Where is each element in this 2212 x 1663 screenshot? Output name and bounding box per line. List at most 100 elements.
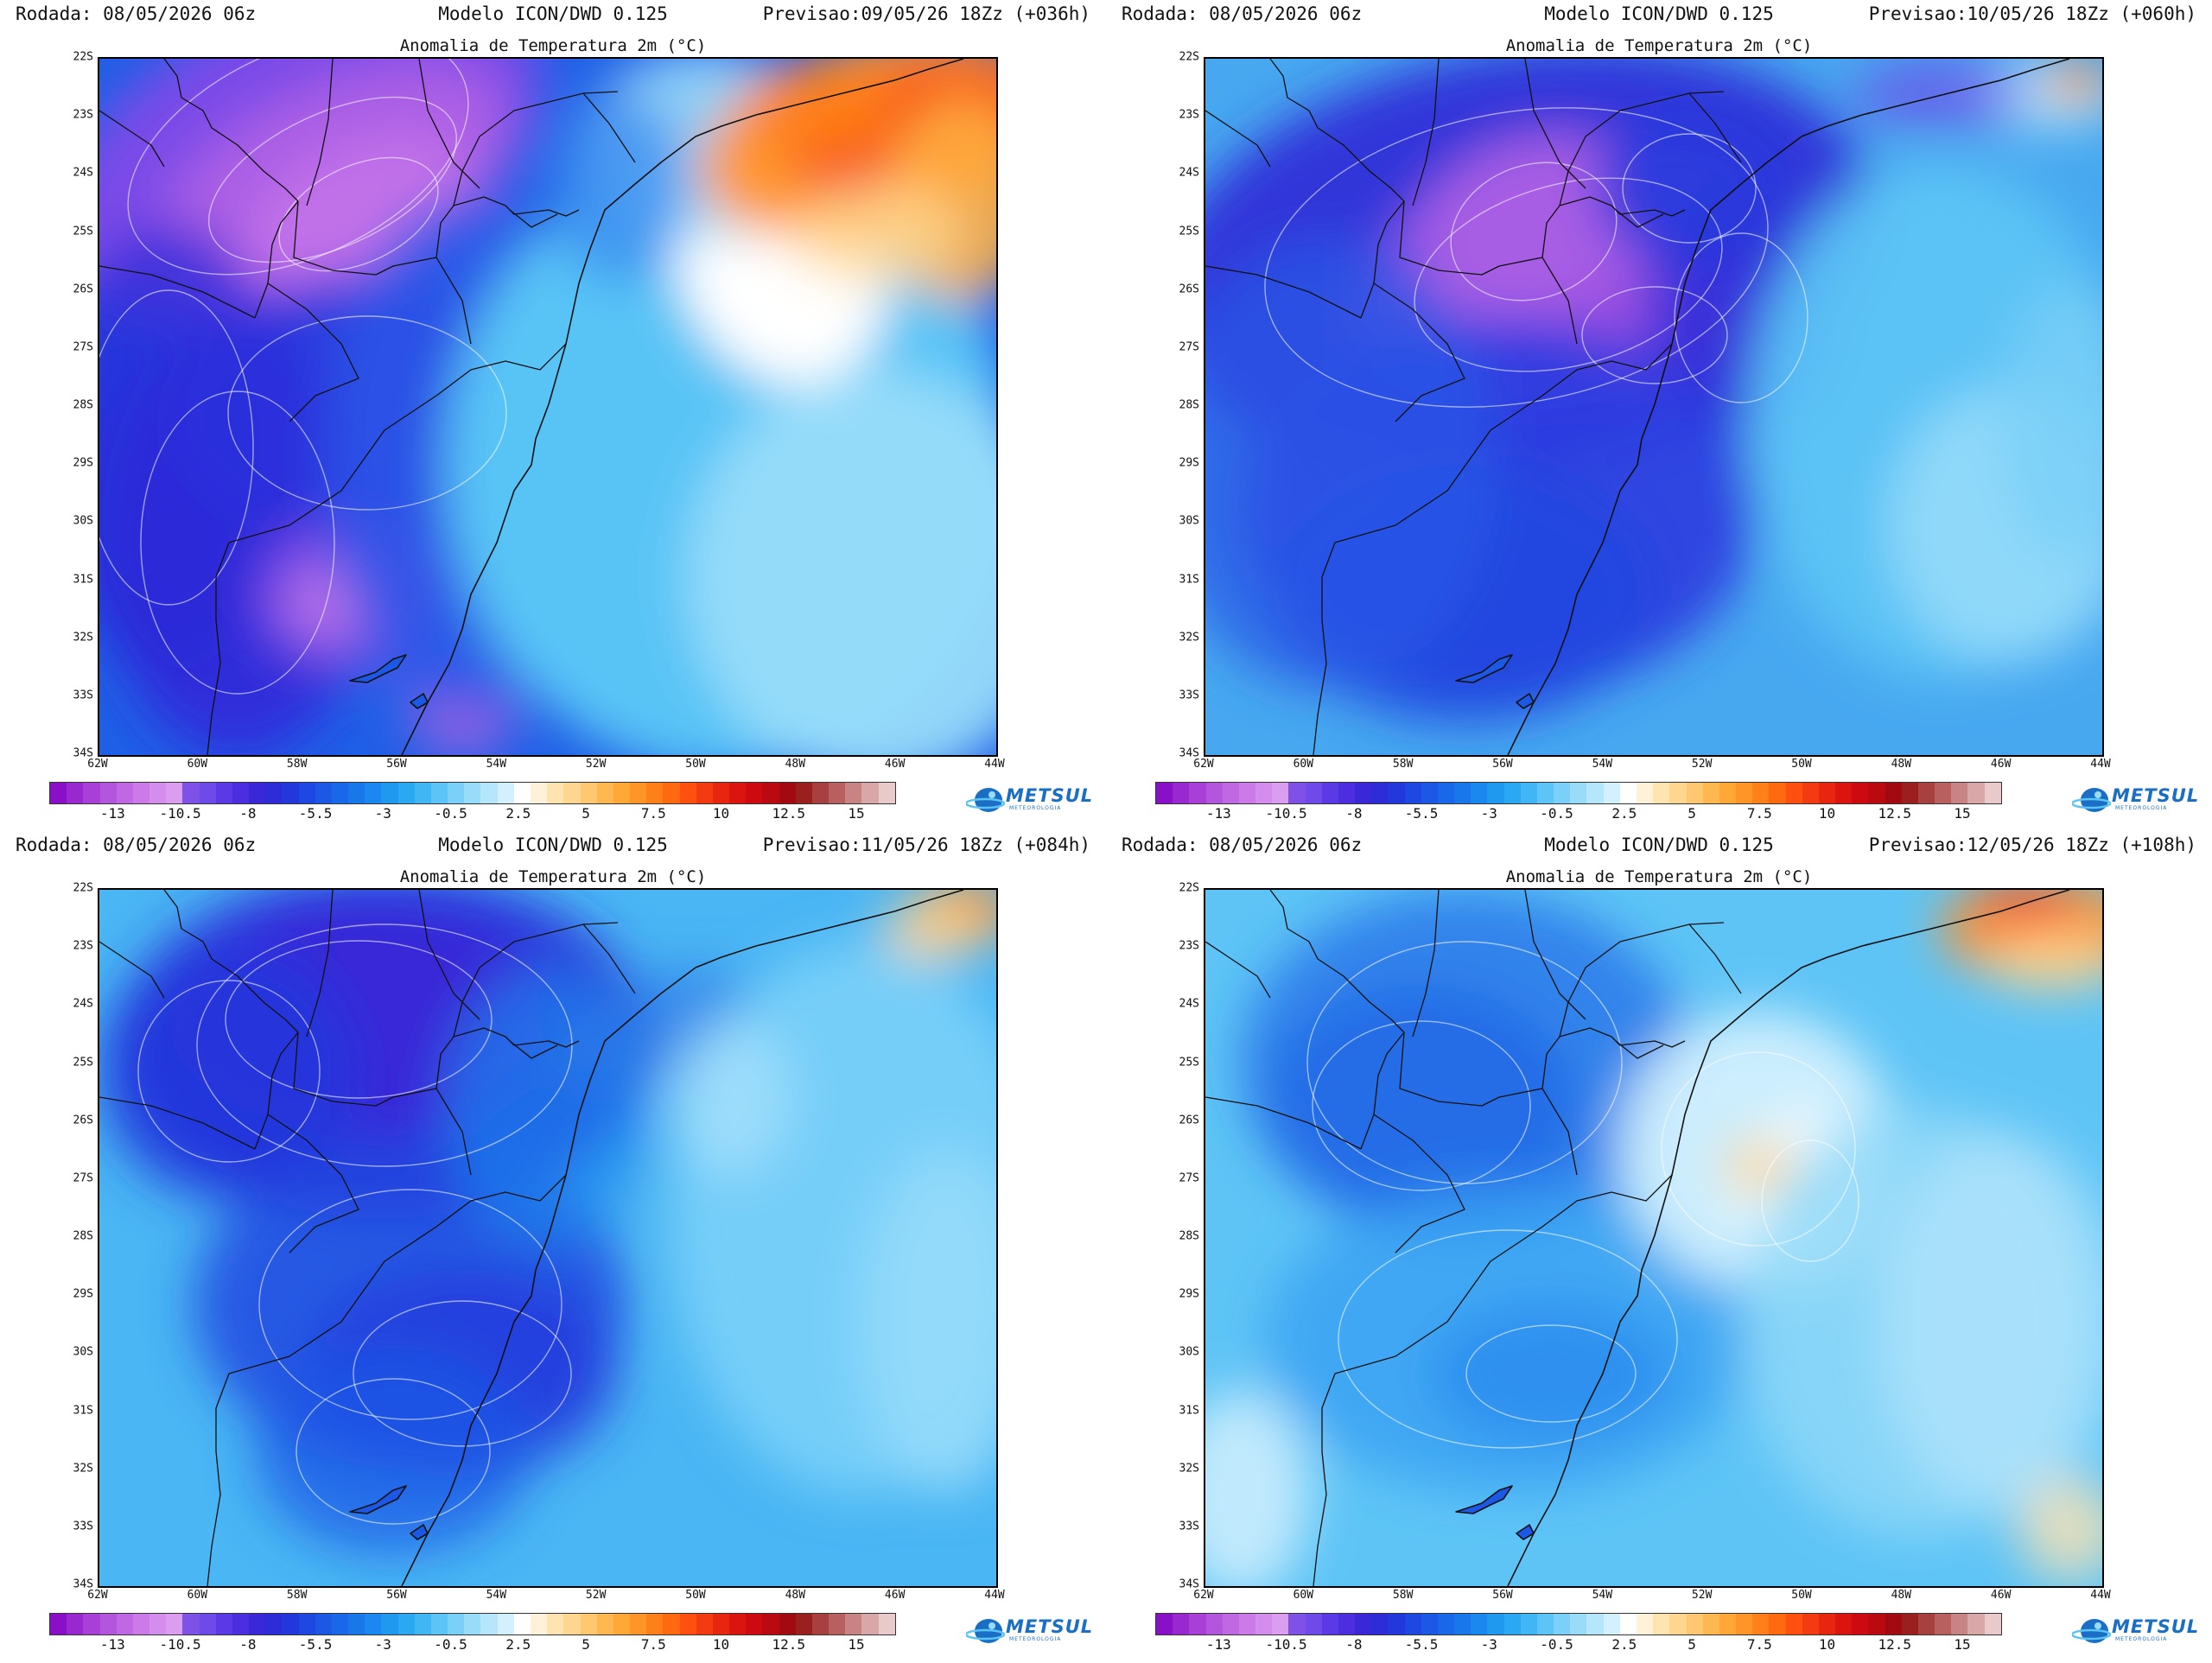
- state-border: [1205, 1096, 1362, 1150]
- colorbar-swatch: [1967, 1614, 1985, 1634]
- colorbar-swatch: [448, 783, 465, 803]
- lon-tick-label: 60W: [187, 1589, 208, 1602]
- lat-tick-label: 32S: [73, 631, 93, 644]
- coastline: [1507, 890, 2070, 1586]
- colorbar-swatch: [1471, 783, 1488, 803]
- colorbar-swatch: [1421, 783, 1438, 803]
- colorbar-swatch: [1802, 783, 1819, 803]
- lon-tick-label: 52W: [1691, 758, 1713, 771]
- colorbar-swatch: [1388, 1614, 1405, 1634]
- contour-line: [225, 940, 493, 1099]
- panel-084h: Rodada: 08/05/2026 06z Modelo ICON/DWD 0.…: [0, 831, 1106, 1662]
- colorbar-swatch: [381, 783, 398, 803]
- colorbar-swatch: [1321, 1614, 1338, 1634]
- lon-tick-label: 50W: [1791, 758, 1812, 771]
- lat-tick-label: 28S: [73, 398, 93, 412]
- anomaly-region: [99, 942, 359, 1201]
- contour-line: [1622, 133, 1757, 244]
- colorbar-swatch: [1355, 783, 1372, 803]
- contour-line: [353, 1300, 572, 1447]
- anomaly-region: [2000, 283, 2102, 560]
- colorbar-swatch: [712, 1614, 730, 1634]
- colorbar-swatch: [249, 783, 266, 803]
- state-border: [1559, 196, 1686, 217]
- lat-tick-label: 22S: [73, 881, 93, 895]
- state-border: [1688, 92, 1742, 163]
- colorbar-swatch: [1901, 1614, 1918, 1634]
- colorbar-swatch: [67, 1614, 84, 1634]
- colorbar-swatch: [1619, 783, 1637, 803]
- colorbar-tick-label: 10: [1818, 805, 1836, 822]
- lon-tick-label: 52W: [585, 1589, 607, 1602]
- state-border: [207, 1373, 230, 1586]
- colorbar-swatch: [1189, 783, 1206, 803]
- colorbar-tick-label: -13: [99, 805, 125, 822]
- lon-tick-label: 56W: [386, 1589, 407, 1602]
- colorbar-swatch: [1917, 1614, 1936, 1634]
- colorbar-swatch: [1901, 783, 1918, 803]
- colorbar-swatch: [1205, 1614, 1223, 1634]
- colorbar-tick-label: -10.5: [159, 1636, 201, 1653]
- colorbar-swatch: [1238, 783, 1256, 803]
- lagoon: [1516, 693, 1535, 709]
- lon-tick-label: 56W: [386, 758, 407, 771]
- colorbar-swatch: [1288, 783, 1306, 803]
- colorbar-swatch: [1222, 1614, 1239, 1634]
- colorbar-tick-label: -13: [1205, 805, 1231, 822]
- colorbar-swatch: [1769, 783, 1786, 803]
- forecast-label: Previsao:11/05/26 18Zz (+084h): [762, 835, 1090, 855]
- globe-icon: [964, 788, 1006, 812]
- colorbar-swatch: [712, 783, 730, 803]
- state-border: [1269, 890, 1405, 1033]
- metsul-logo: METSUL METEOROLOGIA: [964, 783, 1096, 814]
- colorbar-swatch: [1404, 783, 1421, 803]
- lon-tick-label: 46W: [1990, 1589, 2012, 1602]
- state-border: [1615, 1040, 1664, 1059]
- contour-line: [137, 980, 321, 1163]
- colorbar-swatch: [563, 783, 581, 803]
- anomaly-region: [1724, 1140, 1793, 1192]
- colorbar-tick-label: 10: [1818, 1636, 1836, 1653]
- colorbar-swatch: [1769, 1614, 1786, 1634]
- lat-tick-label: 31S: [1179, 573, 1199, 586]
- colorbar-swatch: [282, 783, 299, 803]
- colorbar-swatch: [1736, 1614, 1753, 1634]
- colorbar-tick-label: -3: [374, 805, 391, 822]
- lon-tick-label: 62W: [1193, 1589, 1214, 1602]
- lat-tick-label: 24S: [1179, 997, 1199, 1011]
- colorbar-swatch: [696, 1614, 713, 1634]
- colorbar-swatch: [1520, 1614, 1537, 1634]
- lon-tick-label: 52W: [1691, 1589, 1713, 1602]
- anomaly-region: [687, 370, 996, 755]
- colorbar-swatch: [1984, 783, 2001, 803]
- contour-line: [258, 1189, 563, 1420]
- colorbar-swatch: [149, 1614, 167, 1634]
- lon-tick-label: 58W: [1392, 758, 1414, 771]
- globe-icon: [964, 1619, 1006, 1643]
- panel-036h: Rodada: 08/05/2026 06z Modelo ICON/DWD 0.…: [0, 0, 1106, 831]
- state-border: [293, 1031, 454, 1107]
- colorbar-tick-label: -8: [239, 1636, 257, 1653]
- colorbar-tick-label: 15: [848, 805, 865, 822]
- lon-tick-label: 50W: [685, 1589, 706, 1602]
- colorbar-swatch: [315, 783, 332, 803]
- colorbar-swatch: [1636, 1614, 1654, 1634]
- colorbar-tick-label: -10.5: [1265, 1636, 1307, 1653]
- state-border: [1412, 59, 1440, 206]
- lat-tick-label: 23S: [1179, 108, 1199, 122]
- state-border: [306, 890, 334, 1038]
- state-border: [1399, 1031, 1560, 1107]
- colorbar-swatch: [1868, 783, 1885, 803]
- colorbar-swatch: [746, 783, 763, 803]
- state-border: [267, 1114, 359, 1254]
- colorbar-swatch: [497, 783, 514, 803]
- state-border: [582, 924, 636, 994]
- state-border: [582, 92, 636, 163]
- colorbar-swatch: [795, 1614, 812, 1634]
- lat-tick-label: 23S: [73, 108, 93, 122]
- colorbar-swatch: [1338, 1614, 1356, 1634]
- colorbar-swatch: [1421, 1614, 1438, 1634]
- colorbar-swatch: [1686, 783, 1703, 803]
- colorbar-swatch: [795, 783, 812, 803]
- colorbar-tick-label: -3: [1480, 1636, 1497, 1653]
